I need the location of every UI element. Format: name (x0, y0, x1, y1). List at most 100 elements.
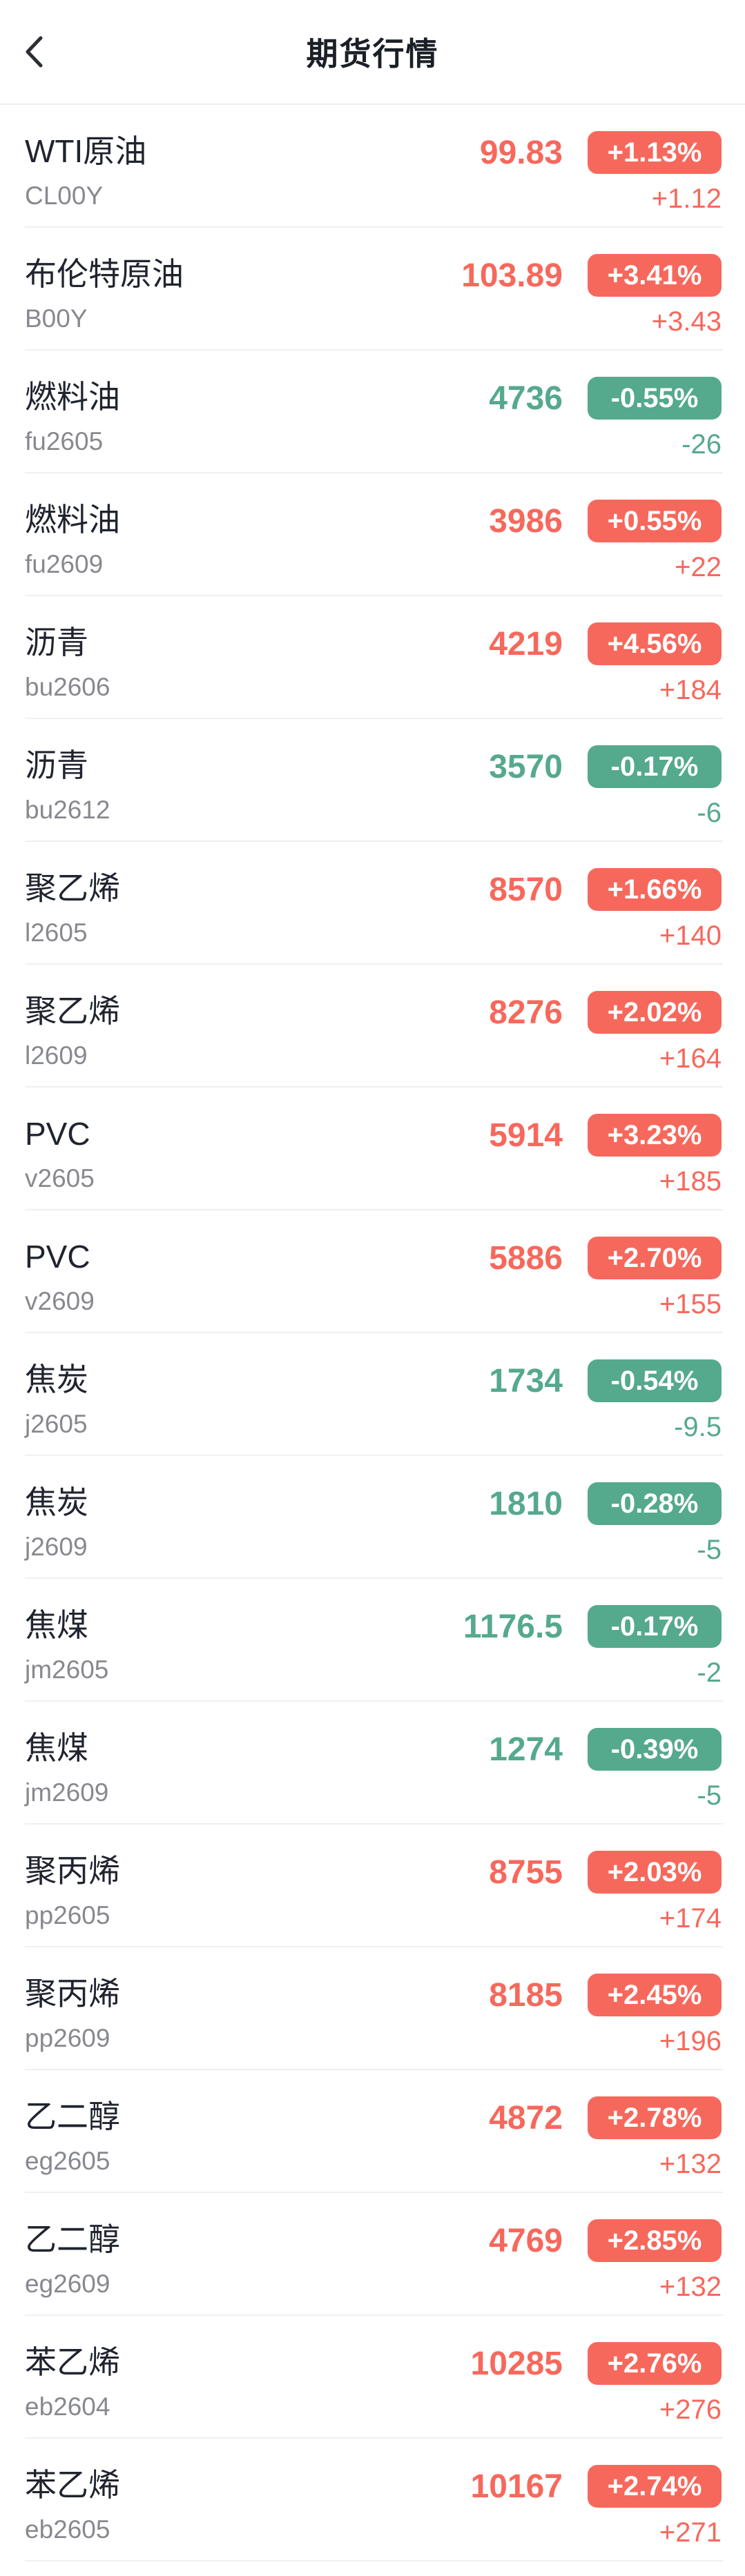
price-line: 1274 -0.39% (489, 1728, 722, 1771)
abs-change: +174 (659, 1903, 722, 1934)
instrument-code: pp2609 (25, 2024, 110, 2052)
quote-info: 10167 +2.74% +271 (471, 2465, 722, 2562)
instrument-info: 乙二醇 eg2609 (25, 2219, 120, 2316)
instrument-info: PVC v2605 (25, 1114, 95, 1210)
instrument-info: 聚乙烯 l2605 (25, 868, 120, 965)
instrument-info: 燃料油 fu2609 (25, 500, 120, 596)
price-line: 4219 +4.56% (489, 622, 722, 665)
pct-change-badge: -0.17% (588, 745, 722, 788)
table-row[interactable]: WTI原油 CL00Y 99.83 +1.13% +1.12 (0, 105, 745, 228)
table-row[interactable]: 聚丙烯 pp2605 8755 +2.03% +174 (0, 1825, 745, 1947)
table-row[interactable]: 聚乙烯 l2609 8276 +2.02% +164 (0, 965, 745, 1088)
quote-info: 8570 +1.66% +140 (489, 868, 722, 965)
last-price: 1810 (489, 1485, 563, 1522)
last-price: 4872 (489, 2099, 563, 2136)
instrument-info: 焦煤 jm2609 (25, 1728, 108, 1825)
abs-change: -6 (697, 798, 722, 828)
price-line: 99.83 +1.13% (480, 131, 722, 174)
instrument-code: eb2604 (25, 2392, 110, 2421)
instrument-code: l2605 (25, 918, 88, 947)
instrument-name: 焦煤 (25, 1607, 88, 1643)
abs-change: +1.12 (651, 184, 722, 214)
pct-change-badge: +2.76% (588, 2342, 722, 2385)
header: 期货行情 (0, 0, 745, 105)
pct-change-badge: -0.54% (588, 1359, 722, 1402)
pct-change-badge: +2.74% (588, 2465, 722, 2508)
price-line: 8570 +1.66% (489, 868, 722, 911)
last-price: 3570 (489, 748, 563, 785)
table-row[interactable]: 焦炭 j2605 1734 -0.54% -9.5 (0, 1333, 745, 1456)
pct-change-badge: -0.39% (588, 1728, 722, 1771)
abs-change: -9.5 (674, 1412, 722, 1442)
table-row[interactable]: 焦煤 jm2609 1274 -0.39% -5 (0, 1702, 745, 1825)
instrument-info: WTI原油 CL00Y (25, 131, 146, 228)
abs-change: +276 (659, 2395, 722, 2425)
last-price: 8570 (489, 871, 563, 908)
instrument-name: 布伦特原油 (25, 256, 184, 292)
pct-change-badge: +2.03% (588, 1851, 722, 1894)
quote-info: 3570 -0.17% -6 (489, 745, 722, 842)
table-row[interactable]: 焦炭 j2609 1810 -0.28% -5 (0, 1456, 745, 1579)
instrument-code: fu2605 (25, 427, 104, 455)
table-row[interactable]: 苯乙烯 eb2604 10285 +2.76% +276 (0, 2316, 745, 2439)
pct-change-badge: +3.41% (588, 254, 722, 297)
price-line: 4736 -0.55% (489, 377, 722, 420)
price-line: 8185 +2.45% (489, 1974, 722, 2016)
price-line: 5914 +3.23% (489, 1114, 722, 1157)
last-price: 5914 (489, 1117, 563, 1154)
table-row[interactable]: 聚丙烯 pp2609 8185 +2.45% +196 (0, 1947, 745, 2070)
last-price: 1734 (489, 1362, 563, 1399)
pct-change-badge: +2.78% (588, 2096, 722, 2139)
quote-info: 1734 -0.54% -9.5 (489, 1359, 722, 1456)
price-line: 4769 +2.85% (489, 2219, 722, 2262)
table-row[interactable]: 沥青 bu2612 3570 -0.17% -6 (0, 719, 745, 842)
table-row[interactable]: 燃料油 fu2609 3986 +0.55% +22 (0, 473, 745, 596)
pct-change-badge: -0.28% (588, 1482, 722, 1525)
back-button[interactable] (10, 28, 58, 76)
quote-info: 10285 +2.76% +276 (471, 2342, 722, 2439)
instrument-code: j2609 (25, 1533, 88, 1561)
table-row[interactable]: 乙二醇 eg2609 4769 +2.85% +132 (0, 2193, 745, 2316)
table-row[interactable]: 布伦特原油 B00Y 103.89 +3.41% +3.43 (0, 228, 745, 351)
abs-change: +196 (659, 2026, 722, 2056)
table-row[interactable]: 焦煤 jm2605 1176.5 -0.17% -2 (0, 1579, 745, 1702)
table-row[interactable]: PVC v2605 5914 +3.23% +185 (0, 1088, 745, 1210)
quote-info: 4736 -0.55% -26 (489, 377, 722, 473)
last-price: 8755 (489, 1854, 563, 1891)
quote-info: 1810 -0.28% -5 (489, 1482, 722, 1579)
quote-info: 8755 +2.03% +174 (489, 1851, 722, 1947)
last-price: 10167 (470, 2468, 563, 2505)
price-line: 3986 +0.55% (489, 500, 722, 542)
instrument-name: WTI原油 (25, 133, 147, 169)
instrument-code: bu2606 (25, 673, 110, 701)
instrument-name: 乙二醇 (25, 2098, 120, 2134)
quote-info: 5886 +2.70% +155 (489, 1237, 722, 1333)
instrument-code: eg2605 (25, 2147, 110, 2175)
quote-info: 8185 +2.45% +196 (489, 1974, 722, 2070)
instrument-info: 燃料油 fu2605 (25, 377, 120, 473)
abs-change: -5 (697, 1535, 722, 1565)
instrument-name: 苯乙烯 (25, 2467, 120, 2503)
instrument-name: 苯乙烯 (25, 2344, 120, 2380)
pct-change-badge: -0.17% (588, 1605, 722, 1648)
last-price: 10285 (470, 2345, 563, 2382)
table-row[interactable]: PVC v2609 5886 +2.70% +155 (0, 1210, 745, 1333)
instrument-name: 燃料油 (25, 502, 120, 538)
abs-change: -26 (681, 429, 722, 460)
abs-change: +132 (659, 2149, 722, 2179)
price-line: 4872 +2.78% (489, 2096, 722, 2139)
table-row[interactable]: 乙二醇 eg2605 4872 +2.78% +132 (0, 2070, 745, 2193)
chevron-left-icon (25, 36, 43, 68)
table-row[interactable]: 沥青 bu2606 4219 +4.56% +184 (0, 596, 745, 719)
table-row[interactable]: 苯乙烯 eb2605 10167 +2.74% +271 (0, 2439, 745, 2562)
table-row[interactable]: 聚乙烯 l2605 8570 +1.66% +140 (0, 842, 745, 965)
price-line: 103.89 +3.41% (461, 254, 722, 297)
instrument-code: bu2612 (25, 796, 110, 824)
table-row[interactable]: 燃料油 fu2605 4736 -0.55% -26 (0, 351, 745, 473)
abs-change: +184 (659, 675, 722, 705)
instrument-code: pp2605 (25, 1901, 110, 1929)
instrument-name: 焦煤 (25, 1730, 88, 1766)
last-price: 99.83 (479, 134, 563, 171)
pct-change-badge: +3.23% (588, 1114, 722, 1157)
quote-info: 4872 +2.78% +132 (489, 2096, 722, 2193)
